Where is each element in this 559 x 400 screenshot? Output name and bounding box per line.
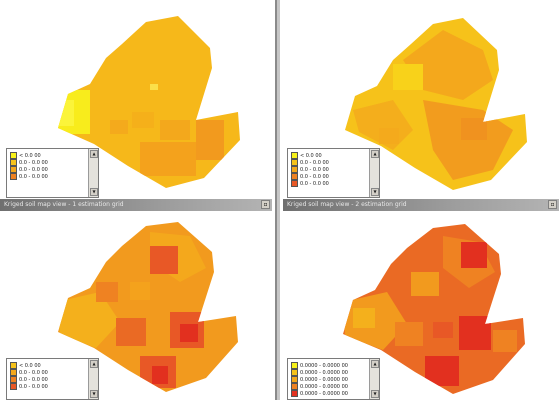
map-panel-top-left: < 0.0 00 0.0 - 0.0 00 0.0 - 0.0 00 0.0 -… bbox=[0, 0, 272, 198]
map-panel-top-right: < 0.0 00 0.0 - 0.0 00 0.0 - 0.0 00 0.0 -… bbox=[283, 0, 559, 198]
scroll-down-icon[interactable]: ▼ bbox=[90, 390, 98, 398]
window-title-right: Kriged soil map view - 2 estimation grid bbox=[287, 201, 407, 208]
legend-top-left: < 0.0 00 0.0 - 0.0 00 0.0 - 0.0 00 0.0 -… bbox=[6, 148, 99, 198]
vertical-splitter[interactable] bbox=[272, 0, 283, 400]
scroll-up-icon[interactable]: ▲ bbox=[90, 150, 98, 158]
field-map-bottom-right bbox=[343, 224, 525, 394]
scroll-up-icon[interactable]: ▲ bbox=[371, 360, 379, 368]
scroll-up-icon[interactable]: ▲ bbox=[371, 150, 379, 158]
map-panel-bottom-right: 0.0000 - 0.0000 00 0.0000 - 0.0000 00 0.… bbox=[283, 212, 559, 400]
scroll-down-icon[interactable]: ▼ bbox=[371, 188, 379, 196]
window-restore-icon[interactable]: ▫ bbox=[261, 200, 270, 209]
window-titlebar-left[interactable]: Kriged soil map view - 1 estimation grid… bbox=[0, 199, 272, 211]
field-map-top-right bbox=[345, 18, 527, 190]
scroll-up-icon[interactable]: ▲ bbox=[90, 360, 98, 368]
legend-bottom-left: < 0.0 00 0.0 - 0.0 00 0.0 - 0.0 00 0.0 -… bbox=[6, 358, 99, 400]
legend-top-right: < 0.0 00 0.0 - 0.0 00 0.0 - 0.0 00 0.0 -… bbox=[287, 148, 380, 198]
legend-bottom-right: 0.0000 - 0.0000 00 0.0000 - 0.0000 00 0.… bbox=[287, 358, 380, 400]
window-title-left: Kriged soil map view - 1 estimation grid bbox=[4, 201, 124, 208]
legend-scrollbar[interactable]: ▲ ▼ bbox=[369, 359, 379, 399]
scroll-down-icon[interactable]: ▼ bbox=[90, 188, 98, 196]
scroll-down-icon[interactable]: ▼ bbox=[371, 390, 379, 398]
field-map-bottom-left bbox=[58, 222, 238, 392]
map-panel-bottom-left: < 0.0 00 0.0 - 0.0 00 0.0 - 0.0 00 0.0 -… bbox=[0, 212, 272, 400]
legend-scrollbar[interactable]: ▲ ▼ bbox=[369, 149, 379, 197]
legend-scrollbar[interactable]: ▲ ▼ bbox=[88, 359, 98, 399]
window-titlebar-right[interactable]: Kriged soil map view - 2 estimation grid… bbox=[283, 199, 559, 211]
legend-scrollbar[interactable]: ▲ ▼ bbox=[88, 149, 98, 197]
window-restore-icon[interactable]: ▫ bbox=[548, 200, 557, 209]
